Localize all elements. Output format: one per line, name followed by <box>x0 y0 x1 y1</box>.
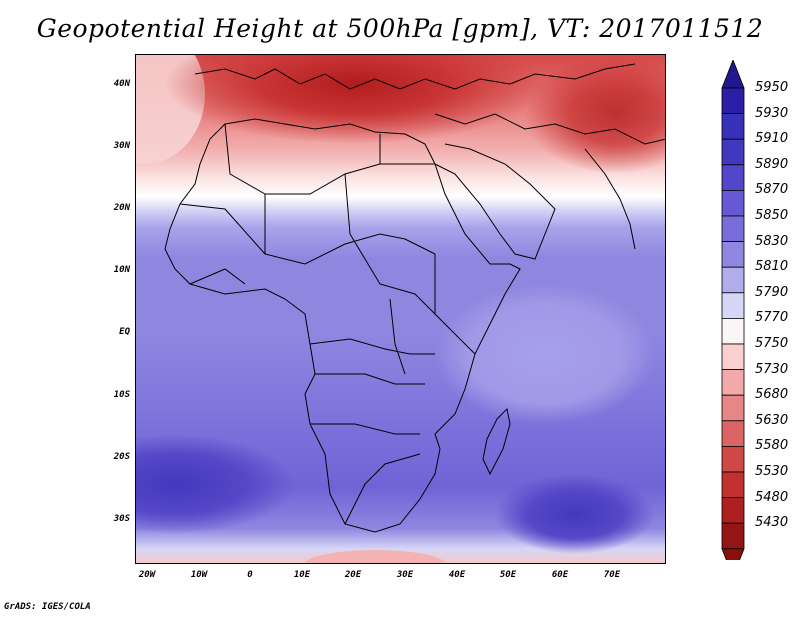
colorbar-swatch <box>721 343 745 371</box>
colorbar-label: 5910 <box>755 131 789 147</box>
y-tick-label: 10S <box>113 390 130 400</box>
map-canvas <box>135 54 666 564</box>
colorbar-label: 5580 <box>755 438 789 454</box>
y-tick-label: 30N <box>113 141 130 151</box>
colorbar-swatch <box>721 394 745 422</box>
colorbar-swatch <box>721 369 745 396</box>
colorbar-label: 5630 <box>755 412 789 428</box>
x-tick-label: 40E <box>448 570 466 580</box>
colorbar-swatch <box>721 497 745 524</box>
colorbar-swatch <box>721 445 745 473</box>
y-tick-label: 40N <box>113 79 130 89</box>
x-tick-label: 10W <box>190 570 208 580</box>
x-tick-label: 30E <box>396 570 414 580</box>
colorbar-swatch <box>721 317 745 345</box>
colorbar-label: 5750 <box>755 336 789 351</box>
colorbar-label: 5770 <box>755 310 789 326</box>
colorbar-swatch <box>721 266 745 294</box>
colorbar-swatch <box>721 471 745 499</box>
colorbar <box>718 58 748 578</box>
x-tick-label: 10E <box>293 570 311 580</box>
y-tick-label: 30S <box>113 514 130 524</box>
colorbar-label: 5810 <box>755 259 789 275</box>
x-tick-label: 50E <box>499 570 517 580</box>
colorbar-label: 5730 <box>755 361 789 377</box>
x-tick-label: 20W <box>138 570 156 580</box>
colorbar-svg <box>721 58 745 578</box>
colorbar-swatch <box>721 113 745 140</box>
colorbar-bottom-arrow <box>721 548 745 578</box>
colorbar-swatch <box>721 189 745 217</box>
colorbar-label: 5890 <box>755 156 789 172</box>
x-tick-label: 20E <box>344 570 362 580</box>
colorbar-swatch <box>721 164 745 191</box>
x-tick-label: 70E <box>603 570 621 580</box>
y-tick-label: EQ <box>119 327 130 337</box>
chart-title: Geopotential Height at 500hPa [gpm], VT:… <box>36 14 764 43</box>
y-tick-label: 10N <box>113 265 130 275</box>
colorbar-top-arrow <box>721 58 745 89</box>
colorbar-swatch <box>721 215 745 243</box>
colorbar-label: 5790 <box>755 284 789 300</box>
colorbar-label: 5930 <box>755 105 789 121</box>
colorbar-label: 5680 <box>755 387 789 403</box>
y-tick-label: 20N <box>113 203 130 213</box>
colorbar-swatch <box>721 138 745 166</box>
colorbar-swatch <box>721 420 745 447</box>
colorbar-swatch <box>721 522 745 550</box>
colorbar-swatch <box>721 87 745 115</box>
y-tick-label: 20S <box>113 452 130 462</box>
colorbar-label: 5530 <box>755 464 789 479</box>
coastlines <box>164 63 666 533</box>
x-tick-label: 60E <box>551 570 569 580</box>
colorbar-label: 5480 <box>755 489 789 505</box>
colorbar-label: 5850 <box>755 208 789 223</box>
colorbar-label: 5430 <box>755 515 789 531</box>
colorbar-label: 5950 <box>755 80 789 95</box>
colorbar-swatch <box>721 241 745 268</box>
footer-credit: GrADS: IGES/COLA <box>4 602 91 612</box>
x-tick-label: 0 <box>247 570 253 580</box>
colorbar-swatch <box>721 292 745 319</box>
colorbar-label: 5870 <box>755 182 789 198</box>
colorbar-label: 5830 <box>755 233 789 249</box>
geopotential-map <box>135 54 666 564</box>
